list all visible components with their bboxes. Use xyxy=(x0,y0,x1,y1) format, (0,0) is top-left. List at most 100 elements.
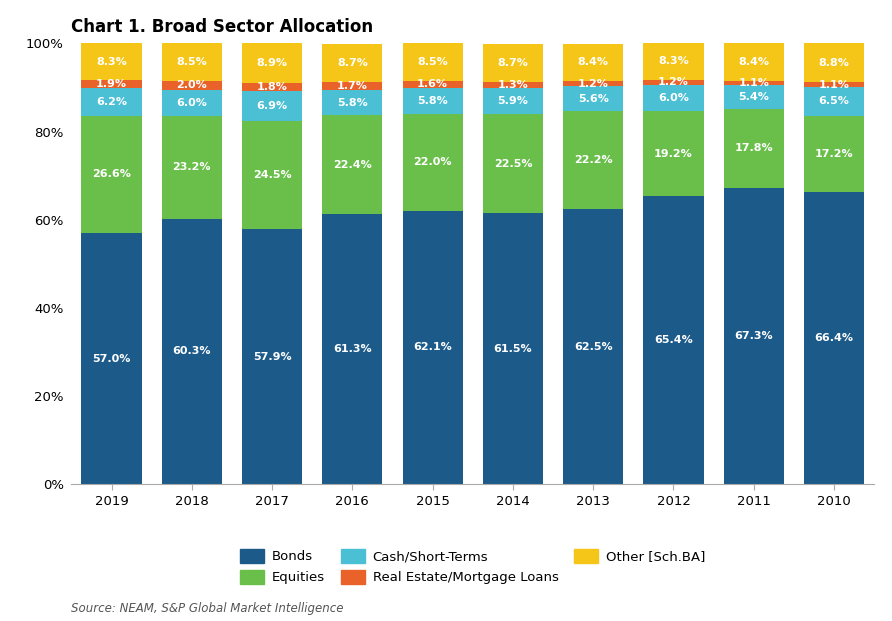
Bar xyxy=(402,88,463,114)
Bar xyxy=(804,87,864,116)
Text: 8.4%: 8.4% xyxy=(578,57,608,68)
Bar xyxy=(643,43,704,79)
Bar xyxy=(643,111,704,196)
Bar xyxy=(81,80,142,88)
Text: 8.5%: 8.5% xyxy=(177,57,207,67)
Bar xyxy=(242,121,302,229)
Text: 19.2%: 19.2% xyxy=(654,148,693,159)
Bar xyxy=(322,82,383,90)
Text: 57.0%: 57.0% xyxy=(92,354,131,364)
Text: Chart 1. Broad Sector Allocation: Chart 1. Broad Sector Allocation xyxy=(71,19,374,37)
Bar xyxy=(402,114,463,211)
Legend: Bonds, Equities, Cash/Short-Terms, Real Estate/Mortgage Loans, Other [Sch.BA]: Bonds, Equities, Cash/Short-Terms, Real … xyxy=(235,544,711,589)
Bar xyxy=(643,79,704,85)
Bar xyxy=(402,81,463,88)
Text: 60.3%: 60.3% xyxy=(172,347,211,356)
Text: 61.5%: 61.5% xyxy=(493,344,533,354)
Text: 1.6%: 1.6% xyxy=(417,79,448,89)
Bar xyxy=(723,85,784,109)
Text: 8.3%: 8.3% xyxy=(96,57,127,67)
Bar xyxy=(483,213,543,484)
Text: 6.5%: 6.5% xyxy=(819,96,849,106)
Text: 6.0%: 6.0% xyxy=(658,93,689,103)
Bar xyxy=(723,109,784,188)
Text: 61.3%: 61.3% xyxy=(333,344,372,354)
Bar xyxy=(804,82,864,87)
Text: 8.9%: 8.9% xyxy=(257,58,287,68)
Bar xyxy=(563,209,624,484)
Bar xyxy=(161,90,222,116)
Text: 67.3%: 67.3% xyxy=(734,331,773,341)
Bar xyxy=(242,83,302,91)
Bar xyxy=(322,116,383,214)
Bar xyxy=(161,219,222,484)
Text: 1.1%: 1.1% xyxy=(739,78,769,88)
Text: 1.9%: 1.9% xyxy=(96,79,127,89)
Text: 1.7%: 1.7% xyxy=(337,81,368,91)
Bar xyxy=(242,43,302,83)
Text: 8.3%: 8.3% xyxy=(658,57,689,66)
Text: 5.8%: 5.8% xyxy=(417,96,448,106)
Text: 1.1%: 1.1% xyxy=(819,79,849,89)
Text: 5.8%: 5.8% xyxy=(337,97,368,107)
Text: 8.5%: 8.5% xyxy=(417,57,448,67)
Bar xyxy=(402,211,463,484)
Text: 17.2%: 17.2% xyxy=(814,148,854,159)
Text: Source: NEAM, S&P Global Market Intelligence: Source: NEAM, S&P Global Market Intellig… xyxy=(71,602,343,615)
Bar xyxy=(723,81,784,85)
Bar xyxy=(804,116,864,192)
Bar xyxy=(723,188,784,484)
Text: 8.4%: 8.4% xyxy=(739,57,769,67)
Bar xyxy=(161,81,222,90)
Text: 22.5%: 22.5% xyxy=(493,158,533,169)
Text: 8.7%: 8.7% xyxy=(337,58,368,68)
Bar xyxy=(322,90,383,116)
Text: 8.8%: 8.8% xyxy=(819,58,849,68)
Text: 57.9%: 57.9% xyxy=(252,351,292,362)
Text: 65.4%: 65.4% xyxy=(654,335,693,345)
Text: 1.2%: 1.2% xyxy=(578,79,608,89)
Bar xyxy=(402,43,463,81)
Bar xyxy=(563,111,624,209)
Text: 5.9%: 5.9% xyxy=(498,96,528,106)
Text: 2.0%: 2.0% xyxy=(177,80,207,91)
Bar xyxy=(81,116,142,233)
Text: 1.8%: 1.8% xyxy=(257,82,287,92)
Bar xyxy=(643,196,704,484)
Text: 17.8%: 17.8% xyxy=(734,143,773,153)
Bar xyxy=(563,86,624,111)
Text: 24.5%: 24.5% xyxy=(252,170,292,180)
Bar xyxy=(563,44,624,81)
Text: 22.0%: 22.0% xyxy=(413,157,452,167)
Bar xyxy=(483,114,543,213)
Text: 22.4%: 22.4% xyxy=(333,160,372,170)
Bar xyxy=(322,44,383,82)
Bar xyxy=(804,43,864,82)
Bar xyxy=(804,192,864,484)
Text: 62.1%: 62.1% xyxy=(413,342,452,353)
Bar xyxy=(161,116,222,219)
Bar xyxy=(161,43,222,81)
Bar xyxy=(723,43,784,81)
Bar xyxy=(242,229,302,484)
Bar xyxy=(242,91,302,121)
Text: 66.4%: 66.4% xyxy=(814,333,854,343)
Text: 22.2%: 22.2% xyxy=(574,155,613,165)
Text: 62.5%: 62.5% xyxy=(574,342,613,351)
Bar xyxy=(81,88,142,116)
Bar xyxy=(483,44,543,82)
Text: 6.2%: 6.2% xyxy=(96,97,127,107)
Text: 23.2%: 23.2% xyxy=(172,162,211,173)
Text: 6.0%: 6.0% xyxy=(177,98,207,108)
Bar xyxy=(81,233,142,484)
Bar xyxy=(563,81,624,86)
Text: 8.7%: 8.7% xyxy=(498,58,528,68)
Bar xyxy=(483,88,543,114)
Text: 1.3%: 1.3% xyxy=(498,80,528,90)
Text: 5.6%: 5.6% xyxy=(578,94,608,104)
Text: 5.4%: 5.4% xyxy=(739,93,769,102)
Bar xyxy=(643,85,704,111)
Text: 1.2%: 1.2% xyxy=(658,77,689,88)
Bar xyxy=(483,82,543,88)
Bar xyxy=(322,214,383,484)
